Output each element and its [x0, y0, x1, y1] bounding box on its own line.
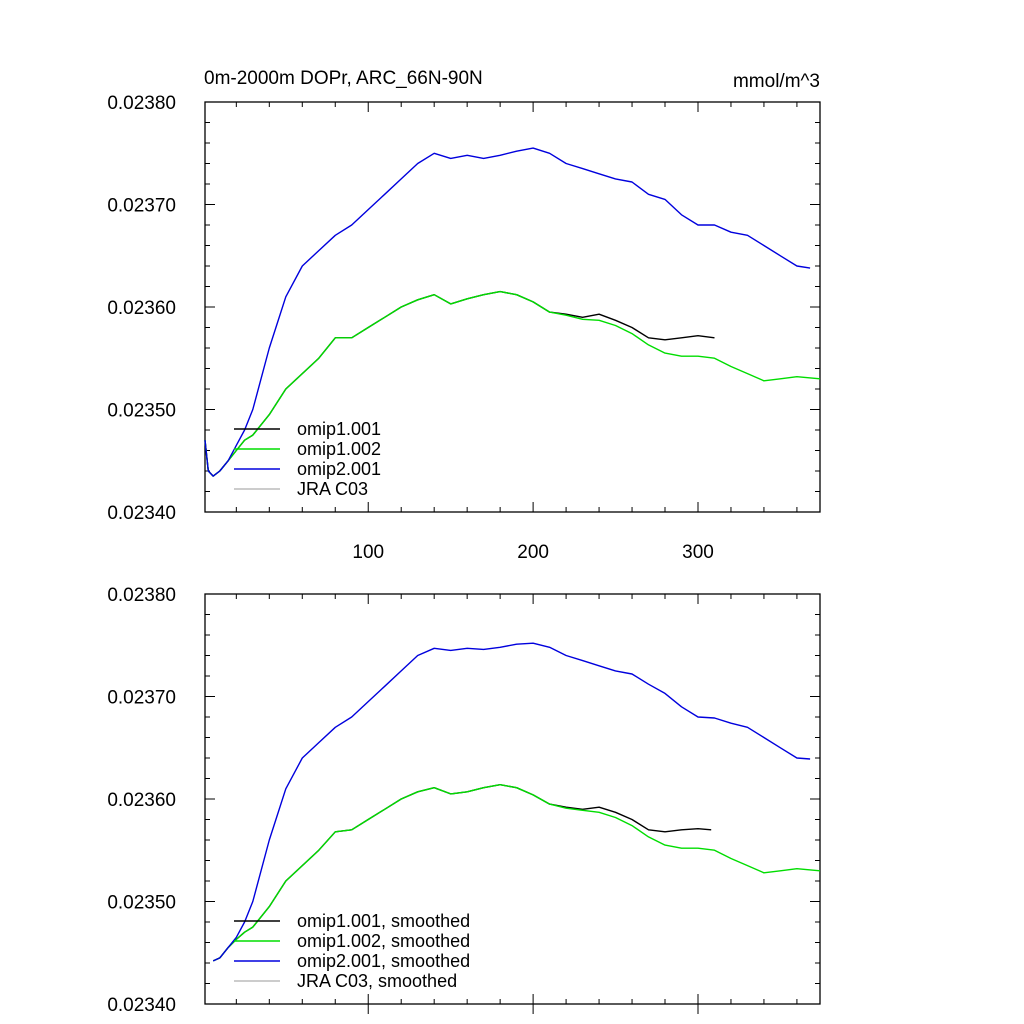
series-line-0 [204, 290, 715, 477]
y-tick-label: 0.02380 [107, 93, 176, 114]
legend-label: omip1.002, smoothed [297, 931, 470, 951]
legend-label: omip2.001 [297, 459, 381, 479]
y-tick-label: 0.02370 [107, 196, 176, 217]
chart-units: mmol/m^3 [733, 71, 820, 92]
y-tick-label: 0.02380 [107, 585, 176, 606]
x-tick-label: 300 [682, 542, 714, 563]
y-tick-label: 0.02360 [107, 298, 176, 319]
series-line-1 [212, 784, 821, 962]
y-tick-label: 0.02340 [107, 995, 176, 1016]
bottom-chart-panel: 0.02380 0.02370 0.02360 0.02350 0.02340 omip1… [107, 585, 821, 1016]
series-line-1 [204, 290, 821, 477]
legend-label: JRA C03 [297, 479, 368, 499]
x-tick-label: 100 [352, 542, 384, 563]
chart-title: 0m-2000m DOPr, ARC_66N-90N [204, 68, 483, 89]
series-line-2 [204, 147, 811, 477]
y-tick-label: 0.02350 [107, 401, 176, 422]
y-tick-label: 0.02340 [107, 503, 176, 524]
legend-label: omip1.001 [297, 419, 381, 439]
y-tick-label: 0.02370 [107, 688, 176, 709]
legend-label: omip2.001, smoothed [297, 951, 470, 971]
series-line-2 [212, 642, 811, 962]
x-tick-label: 200 [517, 542, 549, 563]
legend-label: JRA C03, smoothed [297, 971, 457, 991]
top-chart-panel: 0m-2000m DOPr, ARC_66N-90N mmol/m^3 0.02… [107, 68, 821, 563]
y-tick-label: 0.02350 [107, 893, 176, 914]
legend-label: omip1.002 [297, 439, 381, 459]
legend-label: omip1.001, smoothed [297, 911, 470, 931]
y-tick-label: 0.02360 [107, 790, 176, 811]
